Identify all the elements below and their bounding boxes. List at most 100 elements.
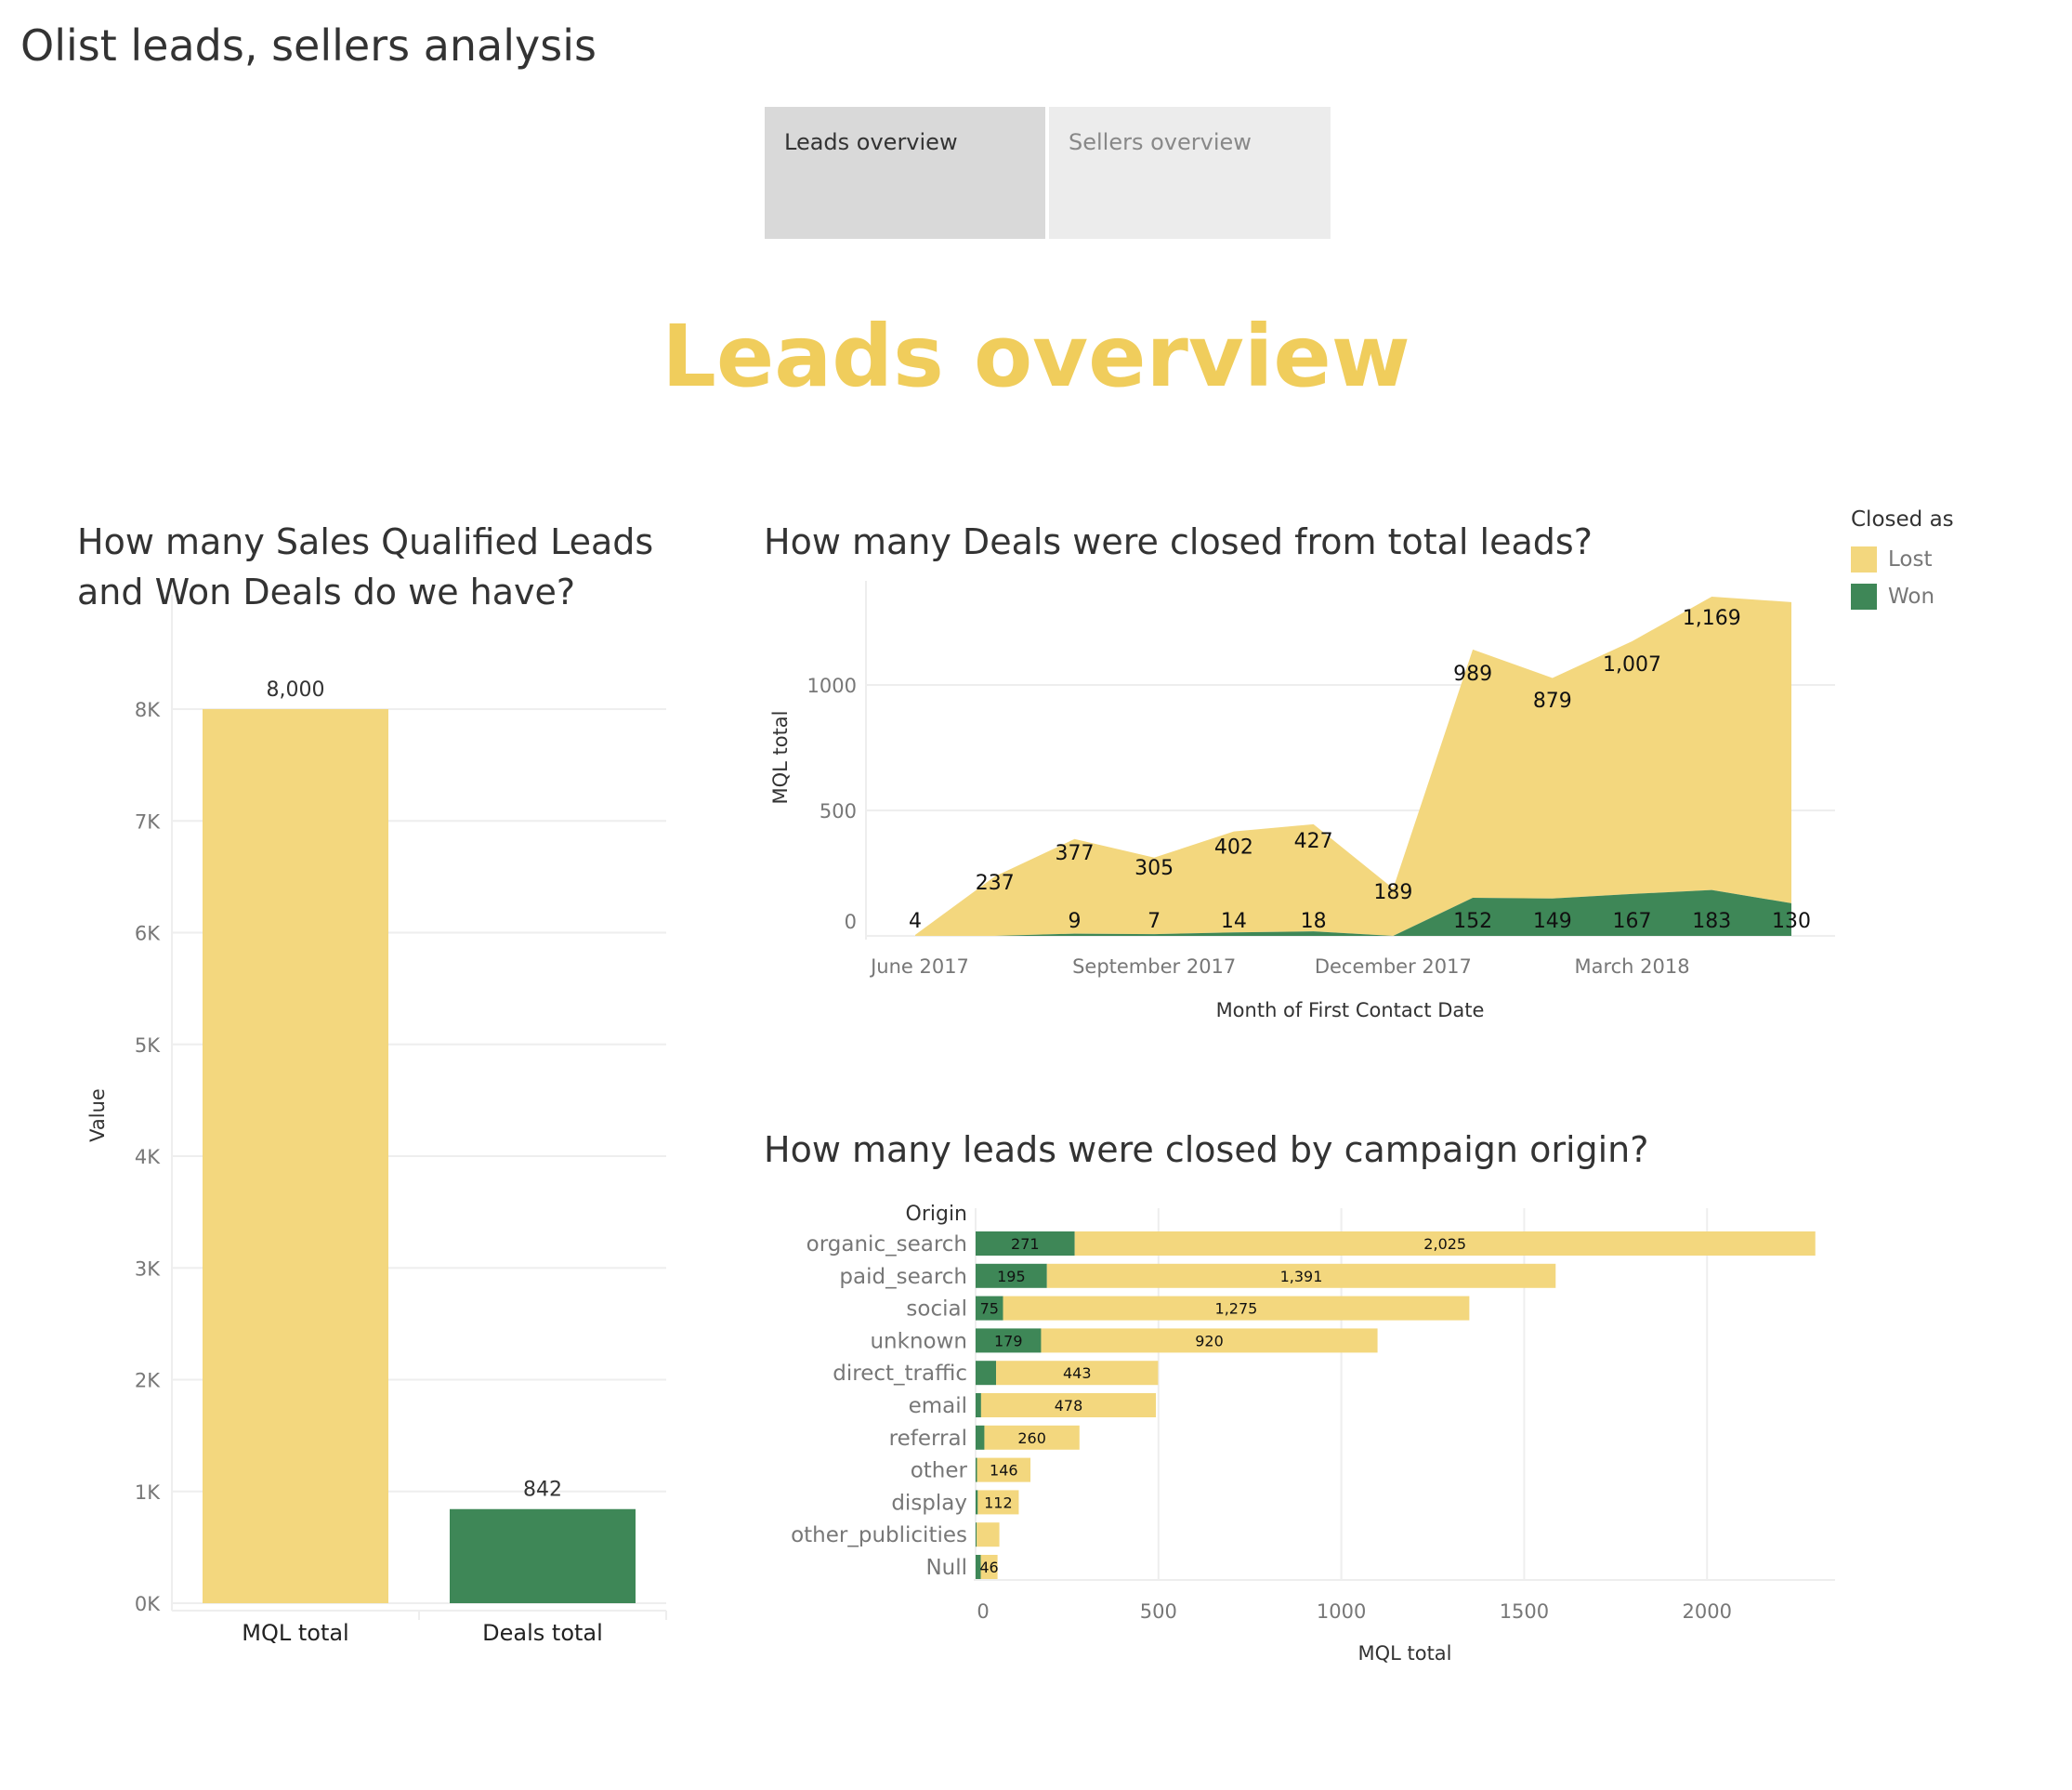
origin-category-label: display (891, 1491, 967, 1515)
origin-category-label: referral (889, 1427, 967, 1451)
kpi-ylabel: Value (86, 1088, 109, 1142)
monthly-ytick-label: 0 (845, 911, 857, 933)
origin-bar-won (976, 1296, 1003, 1321)
kpi-chart-title-line-2: and Won Deals do we have? (77, 572, 576, 612)
monthly-data-label: 167 (1613, 910, 1652, 933)
kpi-bar (203, 709, 388, 1603)
origin-bar-lost (977, 1490, 1019, 1515)
monthly-xtick-label: March 2018 (1574, 955, 1689, 978)
origin-chart-title: How many leads were closed by campaign o… (764, 1129, 1649, 1170)
legend-swatch-won (1851, 584, 1877, 610)
monthly-xtick-label: September 2017 (1072, 955, 1236, 978)
origin-bar-lost (980, 1555, 998, 1579)
monthly-data-label: 189 (1373, 881, 1412, 904)
origin-bar-label-lost: 260 (1017, 1429, 1046, 1447)
origin-bar-label-lost: 920 (1195, 1332, 1224, 1349)
kpi-chart-title: How many Sales Qualified Leads and Won D… (77, 517, 653, 617)
monthly-xlabel: Month of First Contact Date (1216, 999, 1485, 1021)
origin-xlabel: MQL total (1357, 1642, 1451, 1665)
origin-xtick-label: 1500 (1500, 1600, 1549, 1623)
origin-bar-label-won: 75 (980, 1300, 999, 1318)
origin-bar-label-lost: 112 (984, 1494, 1013, 1511)
origin-category-label: social (906, 1297, 967, 1322)
origin-bar-label-lost: 46 (979, 1559, 998, 1576)
origin-bar-won (976, 1522, 977, 1547)
kpi-ytick-label: 6K (135, 923, 161, 945)
page-heading: Leads overview (662, 307, 1410, 406)
origin-bar-label-won: 179 (994, 1332, 1023, 1349)
origin-bar-label-lost: 1,275 (1215, 1300, 1258, 1318)
monthly-data-label: 149 (1533, 910, 1572, 933)
origin-bar-label-lost: 2,025 (1423, 1235, 1466, 1253)
monthly-xtick-label: June 2017 (869, 955, 969, 978)
origin-bar-label-lost: 146 (990, 1462, 1018, 1480)
legend-label-lost: Lost (1888, 547, 1933, 572)
origin-bar-lost (977, 1522, 1000, 1547)
kpi-category-label: MQL total (242, 1620, 348, 1646)
monthly-data-label: 427 (1294, 830, 1333, 853)
origin-bar-won (976, 1555, 981, 1579)
app-title: Olist leads, sellers analysis (20, 20, 597, 71)
monthly-data-label: 879 (1533, 690, 1572, 713)
origin-bar-lost (1074, 1231, 1816, 1256)
monthly-ytick-label: 1000 (807, 675, 857, 697)
kpi-ytick-label: 2K (135, 1370, 161, 1392)
kpi-ytick-label: 4K (135, 1146, 161, 1168)
origin-bar-won (976, 1231, 1075, 1256)
monthly-ylabel: MQL total (769, 710, 792, 804)
origin-category-label: unknown (870, 1329, 967, 1353)
legend-item-won[interactable]: Won (1851, 578, 1954, 615)
tab-sellers-overview[interactable]: Sellers overview (1049, 107, 1331, 239)
monthly-area-lost (915, 596, 1791, 936)
tab-leads-overview[interactable]: Leads overview (765, 107, 1045, 239)
origin-category-label: paid_search (839, 1265, 967, 1289)
closed-as-legend: Closed as Lost Won (1851, 507, 1954, 615)
dashboard-tabs: Leads overview Sellers overview (765, 107, 1331, 239)
origin-bar-label-lost: 1,391 (1280, 1268, 1323, 1285)
origin-bar-lost (977, 1457, 1031, 1482)
origin-bar-label-lost: 478 (1055, 1397, 1083, 1415)
kpi-category-label: Deals total (482, 1620, 603, 1646)
monthly-data-label: 152 (1453, 910, 1492, 933)
origin-xtick-label: 500 (1140, 1600, 1177, 1623)
monthly-data-label: 305 (1134, 857, 1174, 880)
origin-bar-lost (984, 1425, 1080, 1450)
origin-bar-won (976, 1361, 997, 1386)
legend-label-won: Won (1888, 585, 1935, 609)
origin-bar-lost (1046, 1263, 1556, 1288)
monthly-data-label: 237 (976, 872, 1015, 895)
origin-category-label: other (911, 1459, 968, 1483)
kpi-ytick-label: 5K (135, 1034, 161, 1057)
monthly-data-label: 1,169 (1683, 607, 1741, 630)
origin-bar-won (976, 1457, 977, 1482)
legend-title: Closed as (1851, 507, 1954, 532)
origin-bar-lost (1041, 1328, 1378, 1353)
legend-swatch-lost (1851, 546, 1877, 573)
monthly-data-label: 4 (909, 910, 922, 933)
origin-category-label: Null (925, 1556, 967, 1580)
origin-xtick-label: 1000 (1317, 1600, 1366, 1623)
kpi-ytick-label: 7K (135, 810, 161, 833)
origin-bar-label-won: 271 (1011, 1235, 1040, 1253)
kpi-ytick-label: 8K (135, 699, 161, 721)
origin-category-header: Origin (906, 1203, 968, 1226)
monthly-xtick-label: December 2017 (1315, 955, 1472, 978)
origin-bar-won (976, 1425, 985, 1450)
kpi-chart-title-line-1: How many Sales Qualified Leads (77, 521, 654, 562)
origin-category-label: direct_traffic (833, 1362, 967, 1386)
legend-item-lost[interactable]: Lost (1851, 541, 1954, 578)
monthly-data-label: 402 (1214, 836, 1253, 860)
monthly-data-label: 1,007 (1603, 653, 1661, 677)
origin-bar-lost (996, 1361, 1159, 1386)
kpi-ytick-label: 1K (135, 1481, 161, 1504)
origin-bar-won (976, 1490, 978, 1515)
monthly-data-label: 9 (1068, 910, 1081, 933)
monthly-data-label: 7 (1147, 910, 1161, 933)
origin-category-label: email (909, 1394, 967, 1418)
monthly-chart-title: How many Deals were closed from total le… (764, 521, 1593, 562)
kpi-bar-value-label: 8,000 (267, 678, 325, 702)
origin-bar-label-won: 195 (997, 1268, 1026, 1285)
monthly-data-label: 130 (1772, 910, 1811, 933)
monthly-data-label: 14 (1221, 910, 1247, 933)
